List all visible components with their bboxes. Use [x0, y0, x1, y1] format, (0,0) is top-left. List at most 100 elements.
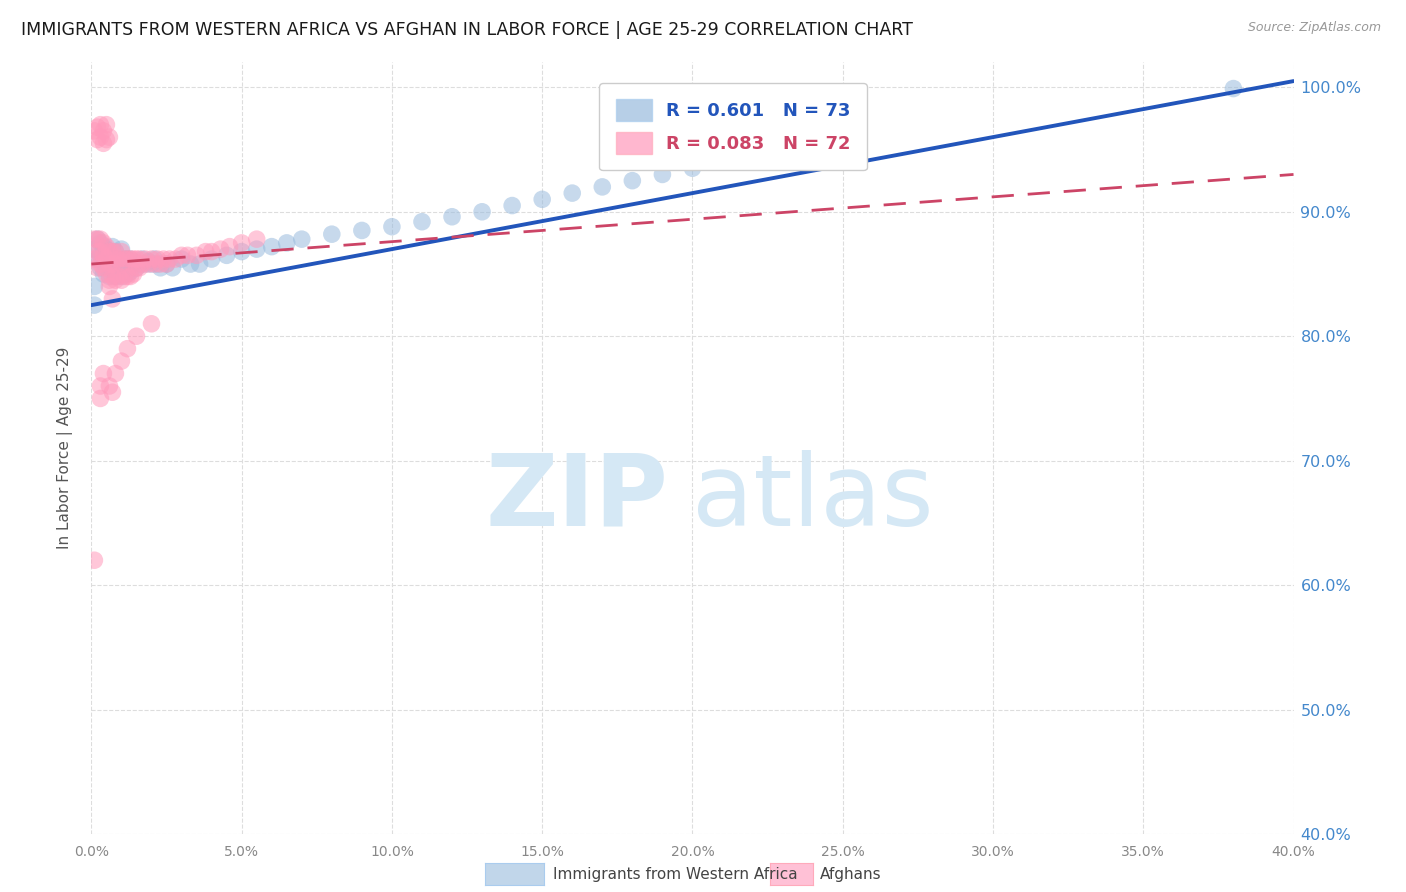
Point [98, 257, 121, 271]
Y-axis label: In Labor Force | Age 25-29: In Labor Force | Age 25-29 [56, 347, 73, 549]
Point [107, 269, 129, 284]
Point [89, 379, 111, 393]
Point [209, 242, 232, 256]
Point [86, 232, 108, 246]
Point [1222, 81, 1244, 95]
Point [89, 235, 111, 250]
Point [98, 269, 121, 284]
Point [86, 244, 108, 259]
Point [350, 223, 373, 237]
Point [98, 279, 121, 293]
Point [107, 252, 129, 266]
Point [128, 252, 150, 266]
Text: Source: ZipAtlas.com: Source: ZipAtlas.com [1247, 21, 1381, 34]
Point [131, 257, 153, 271]
Point [231, 235, 253, 250]
Point [711, 155, 734, 169]
Point [125, 329, 148, 343]
Text: Immigrants from Western Africa: Immigrants from Western Africa [553, 867, 797, 881]
Point [681, 161, 703, 176]
Point [120, 252, 142, 266]
Point [101, 252, 124, 266]
Point [104, 257, 127, 271]
Point [89, 244, 111, 259]
Point [215, 248, 238, 262]
Point [201, 244, 224, 259]
Point [89, 130, 111, 145]
Point [411, 215, 433, 229]
Point [83, 232, 105, 246]
Point [86, 232, 108, 246]
Point [98, 257, 121, 271]
Point [89, 248, 111, 262]
Point [260, 239, 283, 253]
Point [114, 252, 136, 266]
Point [381, 219, 404, 234]
Point [170, 252, 193, 266]
Point [110, 242, 132, 256]
Text: 20.0%: 20.0% [671, 845, 714, 859]
Point [96, 252, 118, 266]
Point [291, 232, 314, 246]
Point [772, 143, 794, 157]
Point [120, 252, 142, 266]
Text: 35.0%: 35.0% [1122, 845, 1166, 859]
Point [125, 260, 148, 275]
Point [122, 267, 145, 281]
Point [110, 354, 132, 368]
Point [101, 385, 124, 400]
Point [440, 210, 463, 224]
Point [86, 260, 108, 275]
Point [83, 124, 105, 138]
Point [83, 279, 105, 293]
Text: ZIP: ZIP [485, 450, 668, 547]
Point [141, 252, 163, 266]
Text: 5.0%: 5.0% [224, 845, 259, 859]
Point [155, 257, 177, 271]
Point [134, 252, 156, 266]
Point [114, 269, 136, 284]
Point [96, 267, 118, 281]
Point [117, 269, 139, 284]
Point [96, 239, 118, 253]
Point [114, 264, 136, 278]
Point [83, 242, 105, 256]
Point [128, 257, 150, 271]
Point [96, 118, 118, 132]
Point [93, 235, 115, 250]
Point [141, 317, 163, 331]
Point [110, 257, 132, 271]
Point [101, 257, 124, 271]
Point [143, 252, 166, 266]
Point [531, 192, 554, 206]
Point [104, 244, 127, 259]
Point [83, 298, 105, 312]
Point [104, 273, 127, 287]
Point [134, 257, 156, 271]
Point [86, 132, 108, 146]
Point [110, 269, 132, 284]
Point [93, 136, 115, 151]
Point [165, 252, 187, 266]
Point [101, 292, 124, 306]
Text: Afghans: Afghans [820, 867, 882, 881]
Point [152, 252, 174, 266]
Point [471, 204, 494, 219]
Point [143, 257, 166, 271]
Point [138, 254, 160, 268]
Point [194, 244, 217, 259]
Point [276, 235, 298, 250]
Point [176, 248, 198, 262]
Point [110, 257, 132, 271]
Point [89, 232, 111, 246]
Point [104, 269, 127, 284]
Text: 30.0%: 30.0% [972, 845, 1015, 859]
Point [93, 248, 115, 262]
Legend: R = 0.601   N = 73, R = 0.083   N = 72: R = 0.601 N = 73, R = 0.083 N = 72 [599, 83, 868, 170]
Point [96, 242, 118, 256]
Point [180, 257, 202, 271]
Point [159, 252, 181, 266]
Point [93, 124, 115, 138]
Point [101, 264, 124, 278]
Point [117, 252, 139, 266]
